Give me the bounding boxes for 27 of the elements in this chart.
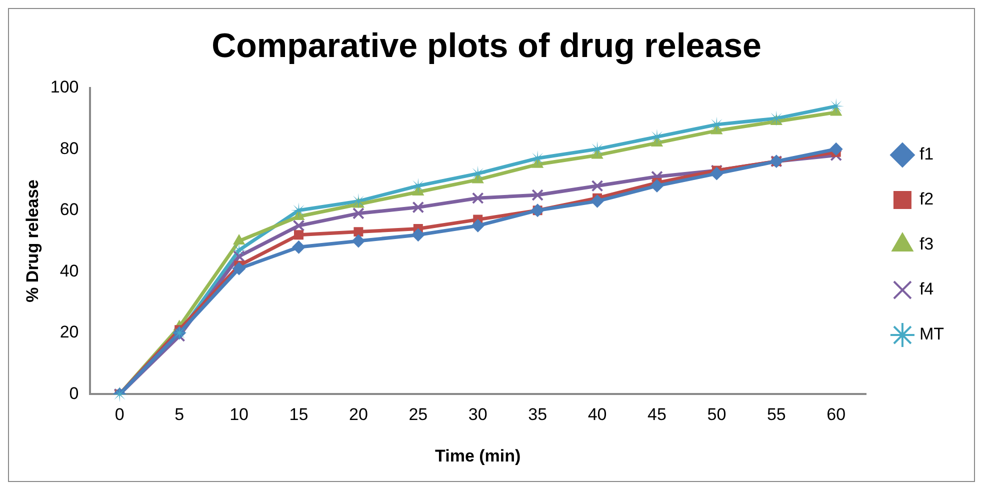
legend-label: f4 — [919, 280, 934, 299]
x-tick-label: 60 — [826, 405, 846, 424]
y-tick-label: 60 — [60, 200, 79, 220]
y-tick-label: 100 — [50, 77, 79, 96]
x-tick-label: 20 — [348, 405, 368, 424]
legend-label: MT — [919, 324, 944, 344]
x-tick-label: 30 — [468, 405, 488, 424]
x-tick-label: 45 — [648, 405, 666, 424]
y-axis-title: % Drug release — [22, 180, 42, 302]
y-tick-label: 20 — [60, 322, 79, 342]
x-tick-label: 50 — [707, 405, 726, 424]
x-tick-label: 15 — [289, 405, 308, 424]
x-axis-title: Time (min) — [435, 446, 521, 466]
x-tick-label: 10 — [230, 405, 248, 424]
legend-label: f2 — [919, 190, 934, 209]
y-tick-label: 40 — [60, 261, 79, 280]
chart-title: Comparative plots of drug release — [212, 26, 762, 65]
y-tick-label: 0 — [69, 384, 79, 403]
legend-label: f3 — [919, 234, 934, 254]
x-tick-label: 35 — [528, 405, 548, 424]
x-tick-label: 5 — [174, 405, 184, 424]
x-tick-label: 40 — [588, 405, 607, 424]
legend-label: f1 — [919, 144, 934, 164]
y-tick-label: 80 — [60, 138, 79, 158]
x-tick-label: 25 — [408, 405, 428, 424]
x-tick-label: 0 — [114, 405, 124, 424]
x-tick-label: 55 — [766, 405, 786, 424]
